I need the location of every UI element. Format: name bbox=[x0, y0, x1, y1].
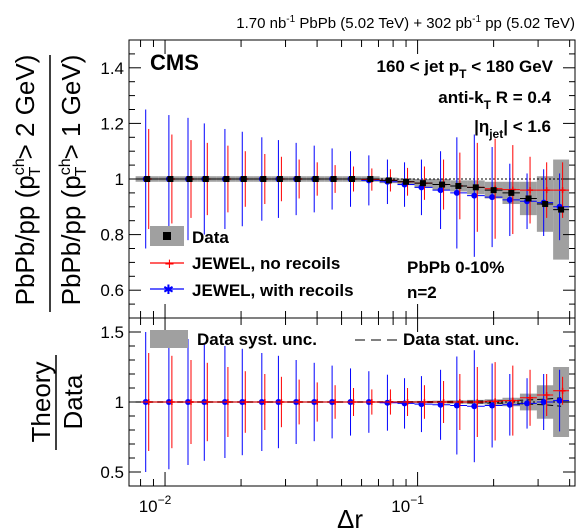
y-tick-label: 0.6 bbox=[100, 281, 124, 300]
data-point bbox=[472, 184, 479, 191]
bottom-ylabel-numerator: Theory bbox=[26, 362, 56, 443]
data-point bbox=[167, 176, 174, 182]
legend-jewel-no-marker: + bbox=[164, 257, 175, 272]
ratio-jewel-with-recoils-point bbox=[471, 403, 478, 410]
data-point bbox=[439, 181, 446, 188]
bottom-panel: 0.5 1 1.5 10−2 10−1 Theory Data Δr Data sys… bbox=[26, 317, 576, 532]
y-tick-label: 1.2 bbox=[100, 114, 124, 133]
data-point bbox=[403, 178, 410, 185]
top-legend: Data + JEWEL, no recoils ✱ JEWEL, with r… bbox=[150, 226, 354, 300]
jet-pt-label: 160 < jet pT < 180 GeV bbox=[376, 57, 553, 81]
x-tick-label: 10−2 bbox=[139, 493, 172, 516]
data-point bbox=[508, 189, 515, 196]
data-point bbox=[144, 176, 151, 182]
ratio-jewel-with-recoils-point bbox=[524, 400, 531, 407]
data-point bbox=[349, 176, 356, 182]
ratio-jewel-with-recoils-point bbox=[556, 397, 563, 404]
data-point bbox=[455, 182, 462, 189]
ratio-jewel-with-recoils-point bbox=[540, 399, 547, 405]
ratio-jewel-with-recoils-point bbox=[453, 402, 460, 409]
jewel-with-recoils-point bbox=[471, 192, 478, 199]
legend-syst-swatch bbox=[150, 330, 188, 348]
cms-label: CMS bbox=[150, 50, 199, 75]
y-tick-label: 1 bbox=[115, 170, 124, 189]
top-x-minor-ticks bbox=[140, 40, 571, 318]
top-y-ticks: 0.6 0.8 1 1.2 1.4 bbox=[100, 53, 575, 305]
data-point bbox=[276, 176, 283, 182]
data-point bbox=[202, 176, 209, 182]
data-point bbox=[223, 176, 230, 182]
ratio-jewel-with-recoils-point bbox=[506, 401, 513, 408]
data-point bbox=[260, 176, 267, 182]
data-point bbox=[558, 206, 565, 213]
top-ylabel-inner: PbPb/pp (pchT > 1 GeV) bbox=[56, 55, 90, 306]
jewel-with-recoils-point bbox=[489, 194, 496, 201]
top-series bbox=[135, 109, 570, 257]
legend-data-label: Data bbox=[192, 228, 229, 247]
x-tick-label: 10−1 bbox=[391, 493, 424, 516]
data-point bbox=[490, 187, 497, 194]
y-tick-label: 1 bbox=[115, 393, 124, 412]
data-point bbox=[330, 176, 337, 182]
top-panel: 0.6 0.8 1 1.2 1.4 PbPb/pp (pchT > 2 GeV) PbP… bbox=[10, 39, 576, 319]
data-point bbox=[312, 176, 319, 182]
bottom-series bbox=[135, 332, 570, 472]
bottom-legend: Data syst. unc. Data stat. unc. bbox=[150, 330, 519, 349]
legend-syst-label: Data syst. unc. bbox=[197, 330, 317, 349]
data-point bbox=[385, 177, 392, 184]
centrality-label: PbPb 0-10% bbox=[407, 258, 504, 277]
legend-data-marker bbox=[163, 232, 171, 240]
n-label: n=2 bbox=[407, 283, 437, 302]
bottom-ylabel-denominator: Data bbox=[58, 374, 88, 429]
x-axis-label: Δr bbox=[337, 504, 363, 532]
lumi-label: 1.70 nb-1 PbPb (5.02 TeV) + 302 pb-1 pp … bbox=[236, 14, 575, 32]
data-point bbox=[367, 176, 374, 182]
bottom-y-ticks: 0.5 1 1.5 bbox=[100, 323, 575, 482]
jewel-with-recoils-point bbox=[453, 189, 460, 196]
y-tick-label: 0.5 bbox=[100, 463, 124, 482]
legend-jewel-with-marker: ✱ bbox=[163, 283, 174, 298]
jewel-with-recoils-point bbox=[506, 196, 513, 203]
algorithm-label: anti-kT R = 0.4 bbox=[438, 88, 551, 112]
data-point bbox=[240, 176, 247, 182]
data-point bbox=[419, 180, 426, 187]
y-tick-label: 1.4 bbox=[100, 59, 124, 78]
bottom-x-ticks: 10−2 10−1 bbox=[139, 318, 571, 516]
legend-jewel-with-label: JEWEL, with recoils bbox=[192, 281, 354, 300]
top-ylabel-outer: PbPb/pp (pchT > 2 GeV) bbox=[10, 55, 44, 306]
y-tick-label: 1.5 bbox=[100, 323, 124, 342]
y-tick-label: 0.8 bbox=[100, 226, 124, 245]
data-point bbox=[542, 201, 549, 208]
ratio-jewel-with-recoils-point bbox=[437, 401, 444, 408]
data-point bbox=[186, 176, 193, 182]
legend-jewel-no-label: JEWEL, no recoils bbox=[192, 254, 340, 273]
ratio-jewel-with-recoils-point bbox=[489, 402, 496, 409]
jewel-with-recoils-point bbox=[437, 187, 444, 194]
legend-stat-label: Data stat. unc. bbox=[403, 330, 519, 349]
data-point bbox=[525, 195, 532, 202]
data-point bbox=[294, 176, 301, 182]
eta-label: |ηjet| < 1.6 bbox=[474, 117, 551, 141]
